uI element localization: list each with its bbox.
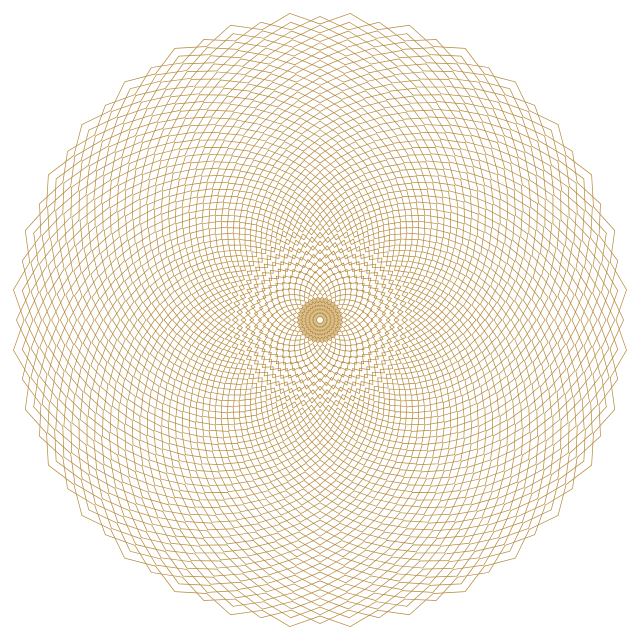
ring (279, 279, 361, 361)
ring (291, 291, 349, 349)
ring (245, 245, 395, 395)
ring (275, 275, 365, 365)
ring (257, 257, 383, 383)
ring (13, 13, 627, 627)
rings (13, 13, 627, 627)
ring (240, 240, 400, 400)
ring (283, 283, 357, 357)
ring (253, 253, 387, 387)
core-dot (317, 317, 323, 323)
ring (262, 262, 378, 378)
ring (249, 249, 391, 391)
ring (266, 266, 374, 374)
ring (271, 271, 369, 369)
ring (287, 287, 353, 353)
